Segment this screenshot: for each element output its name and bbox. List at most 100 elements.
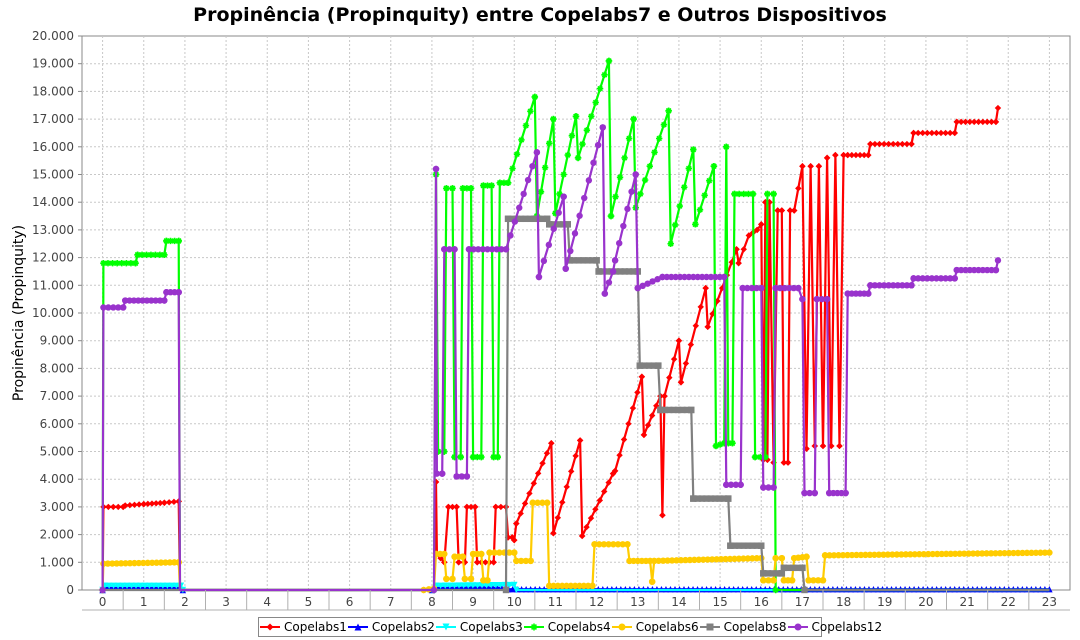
data-point (446, 246, 453, 253)
data-point (171, 559, 178, 566)
data-point (934, 550, 941, 558)
data-point (534, 499, 541, 506)
data-point (144, 500, 152, 508)
data-point (543, 450, 551, 457)
legend-swatch (347, 623, 368, 631)
data-point (498, 246, 505, 253)
data-point (871, 140, 879, 148)
data-point (899, 282, 906, 289)
data-point (105, 304, 112, 311)
data-point (965, 550, 972, 557)
data-point (113, 560, 120, 567)
data-point (762, 453, 769, 461)
data-point (784, 459, 792, 466)
data-point (920, 550, 927, 558)
data-point (537, 188, 545, 196)
data-point (546, 140, 553, 147)
data-point (676, 273, 684, 281)
data-point (126, 559, 134, 567)
data-point (937, 275, 945, 282)
data-point (672, 221, 679, 229)
data-point (614, 541, 622, 548)
data-point (522, 122, 530, 129)
data-point (576, 212, 583, 219)
data-point (625, 420, 632, 427)
data-point (760, 577, 767, 584)
data-point (165, 499, 173, 506)
x-tick-label: 21 (959, 595, 974, 609)
series-markers-copelabs12 (99, 124, 1002, 594)
data-point (552, 210, 559, 217)
data-point (672, 273, 679, 281)
data-point (110, 582, 117, 590)
data-point (744, 555, 752, 562)
data-point (728, 259, 735, 266)
legend-swatch (260, 623, 280, 631)
legend-label: Copelabs8 (723, 620, 787, 634)
data-point (698, 273, 706, 281)
data-point (539, 215, 547, 223)
data-point (723, 481, 730, 488)
data-point (748, 284, 756, 292)
data-point (620, 436, 628, 443)
data-point (605, 279, 613, 286)
data-point (903, 140, 911, 148)
data-point (115, 503, 122, 511)
data-point (893, 551, 901, 558)
data-point (994, 104, 1002, 112)
data-point (668, 557, 676, 564)
data-point (1046, 549, 1053, 556)
data-point (925, 550, 932, 558)
data-point (484, 577, 491, 584)
data-point (469, 453, 477, 461)
data-point (937, 129, 945, 137)
data-point (110, 304, 117, 311)
data-point (781, 284, 788, 292)
data-point (147, 251, 155, 259)
data-point (772, 586, 779, 594)
data-point (867, 140, 874, 148)
data-point (682, 360, 690, 367)
data-point (132, 259, 139, 267)
data-point (712, 273, 719, 281)
y-tick-label: 6.000 (40, 417, 74, 431)
data-point (173, 582, 180, 590)
data-point (131, 559, 138, 567)
data-point (574, 154, 582, 162)
data-point (451, 453, 458, 461)
data-point (674, 406, 682, 414)
x-tick-label: 6 (346, 595, 354, 609)
data-point (757, 453, 764, 461)
data-point (862, 551, 869, 559)
data-point (670, 406, 677, 414)
data-point (928, 275, 936, 282)
data-point (799, 295, 806, 303)
data-point (609, 268, 617, 275)
legend-swatch (611, 623, 632, 631)
data-point (721, 439, 728, 447)
data-point (946, 129, 954, 137)
data-point (648, 412, 656, 419)
data-point (511, 581, 518, 589)
data-point (641, 176, 649, 184)
data-point (164, 582, 171, 590)
data-point (439, 470, 446, 477)
data-point (432, 165, 440, 173)
data-point (629, 404, 637, 412)
data-point (910, 275, 917, 282)
data-point (692, 322, 699, 329)
data-point (479, 246, 487, 253)
data-point (818, 295, 826, 303)
data-point (524, 176, 532, 184)
y-tick-label: 20.000 (32, 29, 74, 43)
data-point (801, 489, 808, 497)
data-point (735, 555, 743, 562)
data-point (474, 453, 481, 461)
data-point (992, 266, 1000, 274)
data-point (496, 179, 504, 187)
legend-label: Copelabs6 (635, 620, 699, 634)
data-point (903, 282, 911, 289)
data-point (811, 489, 818, 497)
data-point (148, 559, 156, 566)
data-point (560, 193, 567, 200)
